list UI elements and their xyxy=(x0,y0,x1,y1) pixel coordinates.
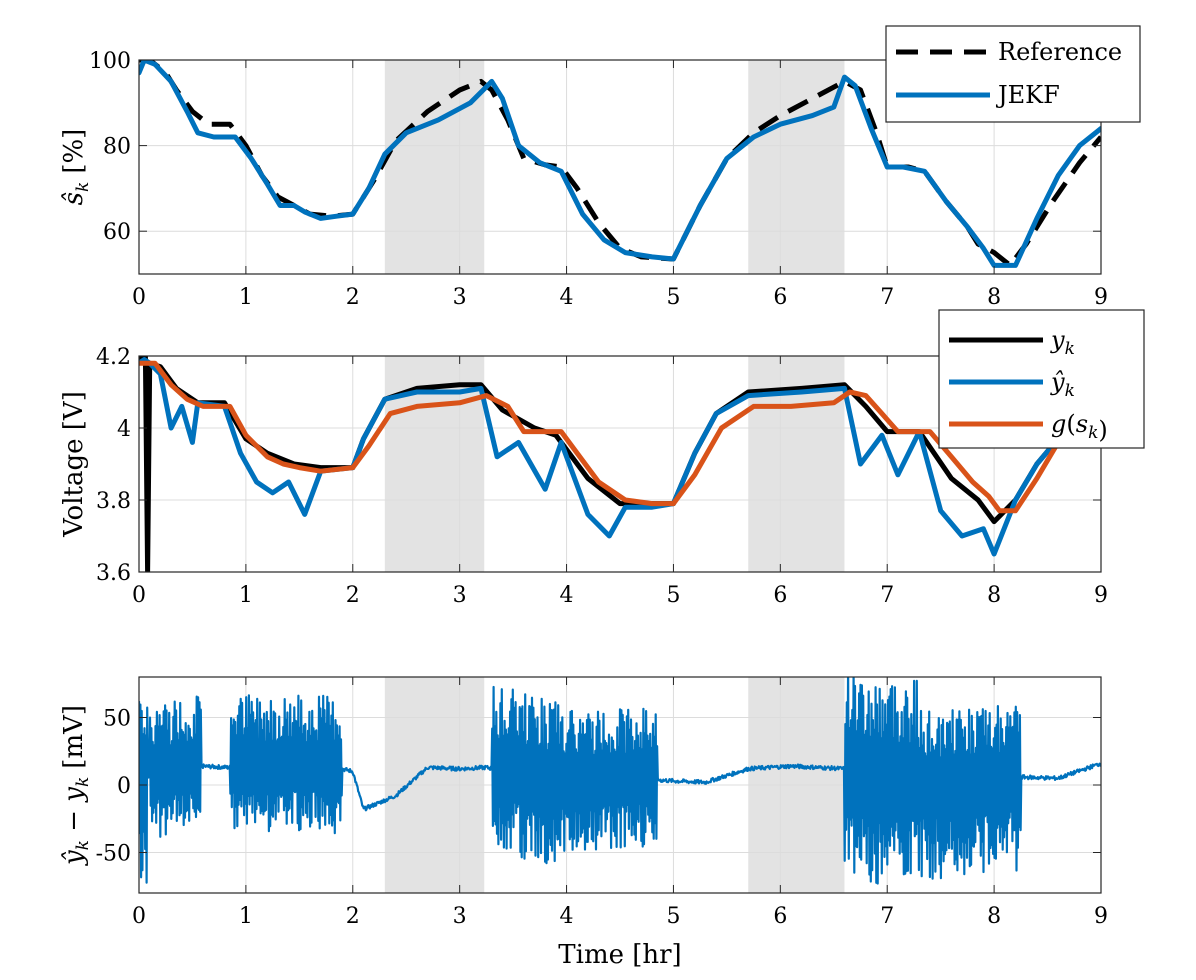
shaded-region xyxy=(748,60,845,274)
legend-label-jekf: JEKF xyxy=(995,81,1060,109)
legend-part: y xyxy=(1050,326,1065,354)
x-tick-label: 0 xyxy=(132,904,146,929)
x-tick-label: 8 xyxy=(987,583,1001,608)
x-tick-label: 3 xyxy=(453,904,467,929)
shaded-region xyxy=(384,60,485,274)
axes-frame xyxy=(138,59,1102,275)
x-tick-label: 3 xyxy=(453,285,467,310)
y-tick-label: -50 xyxy=(96,842,131,867)
legend-sub: k xyxy=(1088,423,1098,443)
x-tick-label: 3 xyxy=(453,583,467,608)
series-group xyxy=(139,356,1061,572)
x-tick-label: 5 xyxy=(666,904,680,929)
y-axis-label-minus: − xyxy=(59,802,89,840)
series-line-g-s-k- xyxy=(139,360,1061,514)
legend-label-1: ŷk xyxy=(1050,368,1075,401)
legend: Reference JEKF xyxy=(885,25,1141,123)
x-tick-label: 7 xyxy=(880,904,894,929)
x-axis-label: Time [hr] xyxy=(558,940,681,970)
series-group xyxy=(139,60,1101,268)
x-tick-label: 1 xyxy=(239,285,253,310)
x-tick-label: 6 xyxy=(773,904,787,929)
x-tick-label: 4 xyxy=(560,583,574,608)
x-tick-label: 2 xyxy=(346,904,360,929)
x-tick-label: 1 xyxy=(239,583,253,608)
x-tick-label: 4 xyxy=(560,904,574,929)
legend-part: g xyxy=(1051,410,1066,438)
x-tick-label: 6 xyxy=(773,285,787,310)
x-tick-label: 2 xyxy=(346,583,360,608)
y-tick-label: 50 xyxy=(103,707,131,732)
y-axis-label-symbol-a: ŷ xyxy=(59,850,89,866)
x-tick-label: 4 xyxy=(560,285,574,310)
y-axis-label: ŷk − yk[mV] xyxy=(59,705,93,866)
y-axis-label: ŝk [%] xyxy=(59,129,93,206)
x-tick-label: 5 xyxy=(666,285,680,310)
y-tick-label: 4.2 xyxy=(96,345,131,370)
x-tick-label: 7 xyxy=(880,583,894,608)
y-axis-label: Voltage [V] xyxy=(59,391,89,538)
x-tick-label: 1 xyxy=(239,904,253,929)
y-axis-label-symbol-b: y xyxy=(59,787,89,803)
y-tick-label: 3.6 xyxy=(96,561,131,586)
x-tick-label: 2 xyxy=(346,285,360,310)
y-tick-label: 4 xyxy=(117,417,131,442)
x-tick-label: 6 xyxy=(773,583,787,608)
y-axis-label-symbol: ŝ xyxy=(59,192,89,205)
legend-part: ) xyxy=(1098,416,1107,444)
y-tick-label: 100 xyxy=(89,49,131,74)
legend-part: s xyxy=(1076,410,1088,438)
x-tick-label: 5 xyxy=(666,583,680,608)
series-line-jekf xyxy=(139,60,1101,268)
y-axis-label-unit: [mV] xyxy=(59,705,89,769)
x-tick-label: 8 xyxy=(987,285,1001,310)
legend-box xyxy=(885,25,1141,123)
legend-label-0: yk xyxy=(1050,326,1075,359)
x-tick-label: 9 xyxy=(1094,285,1108,310)
legend-label-reference: Reference xyxy=(998,38,1122,66)
legend-part: ŷ xyxy=(1050,368,1065,396)
soc-panel: 0 1 2 3 4 5 6 7 8 9 60 80 100 ŝk [%] Reference JEKF xyxy=(59,25,1141,310)
x-tick-label: 7 xyxy=(880,285,894,310)
y-tick-label: 60 xyxy=(103,220,131,245)
y-tick-label: 0 xyxy=(117,774,131,799)
y-axis-label-sub-a: k xyxy=(73,840,93,850)
y-axis-label-sub: k xyxy=(73,182,93,192)
y-axis-label-sub-b: k xyxy=(73,777,93,787)
x-tick-label: 8 xyxy=(987,904,1001,929)
legend-box xyxy=(938,309,1145,449)
axes-frame xyxy=(138,355,1102,573)
x-tick-label: 0 xyxy=(132,285,146,310)
y-axis-label-unit: [%] xyxy=(59,129,89,174)
y-tick-label: 3.8 xyxy=(96,489,131,514)
legend-sub: k xyxy=(1065,381,1075,401)
legend-sub: k xyxy=(1065,339,1075,359)
x-tick-label: 9 xyxy=(1094,904,1108,929)
x-tick-label: 0 xyxy=(132,583,146,608)
legend-part: ( xyxy=(1066,410,1075,438)
series-group xyxy=(139,677,1101,885)
legend-label-2: g(sk) xyxy=(1051,410,1108,444)
series-line-voltage-error xyxy=(139,677,1101,885)
x-tick-label: 9 xyxy=(1094,583,1108,608)
y-tick-label: 80 xyxy=(103,135,131,160)
